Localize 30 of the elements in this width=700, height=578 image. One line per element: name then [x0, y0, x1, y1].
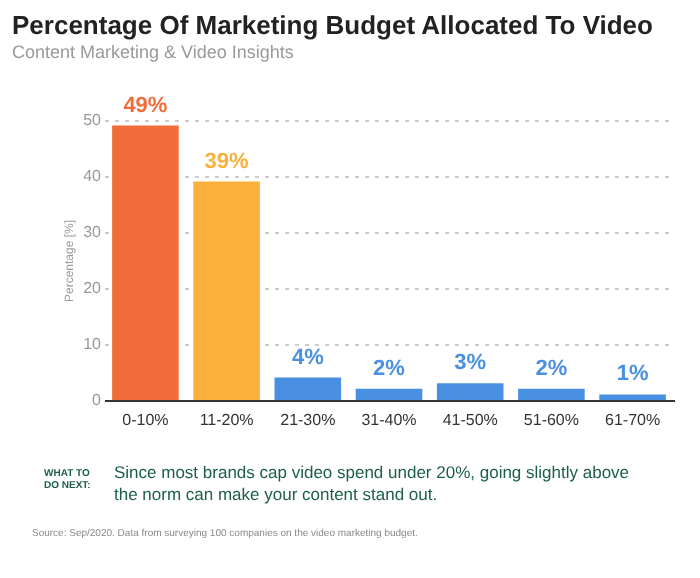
bar: [436, 383, 504, 400]
data-label: 2%: [373, 356, 406, 381]
data-label: 1%: [616, 362, 649, 387]
bar: [518, 388, 585, 400]
bar: [355, 388, 423, 400]
data-label: 4%: [291, 345, 325, 370]
chart-title: Percentage Of Marketing Budget Allocated To Video: [12, 9, 654, 40]
bar: [112, 125, 179, 400]
x-tick-label: 51-60%: [523, 411, 579, 429]
x-tick-label: 31-40%: [361, 411, 417, 429]
x-tick-label: 0-10%: [122, 411, 169, 429]
data-label: 3%: [454, 351, 487, 376]
bar: [599, 394, 666, 400]
data-label: 49%: [123, 93, 168, 118]
x-tick-label: 11-20%: [199, 411, 254, 429]
bar: [193, 181, 260, 400]
data-label: 39%: [204, 149, 250, 174]
bar: [274, 377, 342, 400]
x-tick-label: 41-50%: [442, 411, 498, 429]
y-tick-label: 20: [83, 279, 103, 297]
y-tick-label: 0: [92, 391, 103, 409]
text: Since most brands cap video spend under 20%, going slightly above the norm can make your content stand out.: [114, 462, 630, 504]
y-tick-label: 30: [83, 223, 103, 241]
y-tick-label: 50: [83, 111, 103, 129]
x-tick-label: 61-70%: [605, 411, 661, 429]
chart-subtitle: Content Marketing & Video Insights: [12, 41, 295, 62]
data-label: 2%: [535, 356, 568, 381]
y-tick-label: 40: [83, 167, 103, 185]
y-tick-label: 10: [83, 335, 103, 353]
x-tick-label: 21-30%: [280, 411, 336, 429]
